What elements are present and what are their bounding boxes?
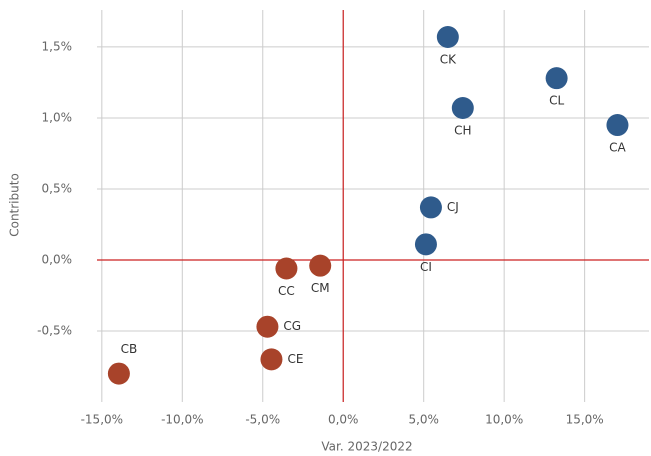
point-label: CK: [440, 52, 457, 66]
point-label: CE: [287, 352, 303, 366]
point-label: CM: [311, 281, 330, 295]
x-tick-label: 15,0%: [566, 413, 604, 427]
x-tick-label: 0,0%: [328, 413, 359, 427]
point: [419, 196, 442, 219]
point: [414, 233, 437, 256]
y-tick-label: 0,5%: [42, 181, 73, 195]
point: [309, 254, 332, 277]
x-tick-label: 5,0%: [408, 413, 439, 427]
x-tick-label: -5,0%: [245, 413, 280, 427]
point-label: CL: [549, 94, 564, 108]
x-axis-title: Var. 2023/2022: [321, 440, 412, 454]
point-label: CG: [283, 319, 301, 333]
y-axis-title: Contributo: [8, 173, 22, 237]
point: [260, 348, 283, 371]
point: [606, 114, 629, 137]
x-tick-label: -15,0%: [81, 413, 123, 427]
x-tick-label: -10,0%: [161, 413, 203, 427]
x-tick-label: 10,0%: [485, 413, 523, 427]
point: [451, 97, 474, 119]
point-label: CJ: [447, 200, 459, 214]
point: [256, 315, 279, 338]
y-tick-label: 1,0%: [42, 110, 73, 124]
point-label: CC: [278, 284, 295, 298]
point: [107, 362, 130, 385]
point-label: CB: [121, 342, 138, 356]
y-tick-label: -0,5%: [37, 323, 72, 337]
point-label: CI: [420, 260, 432, 274]
point-label: CH: [454, 124, 471, 138]
y-tick-label: 1,5%: [42, 39, 73, 53]
point: [275, 257, 298, 280]
y-tick-label: 0,0%: [42, 252, 73, 266]
point: [545, 67, 568, 90]
point: [436, 25, 459, 48]
point-label: CA: [609, 141, 626, 155]
